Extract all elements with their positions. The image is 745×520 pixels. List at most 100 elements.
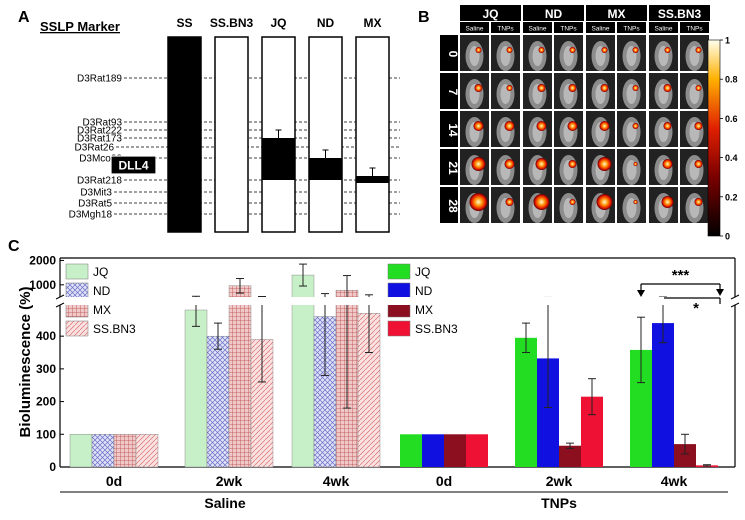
- b-signal-spot-nd-saline-day-0: [538, 47, 545, 53]
- strain-column-ss-bn3: [214, 36, 249, 233]
- b-signal-spot-ss-bn3-saline-day-0: [664, 47, 671, 53]
- strain-column-mx: [355, 36, 390, 233]
- b-subheader-mx-saline: Saline: [591, 26, 609, 33]
- b-subheader-jq-saline: Saline: [465, 26, 483, 33]
- c-bar-saline-2wk-nd: [206, 335, 230, 468]
- b-day-label-14: 14: [446, 123, 460, 137]
- marker-label-d3mco33: D3Mco33: [79, 154, 122, 165]
- c-legend-swatch-saline-nd: [65, 282, 89, 299]
- b-day-label-28: 28: [446, 199, 460, 213]
- c-bar-tnps-2wk-jq: [515, 337, 537, 467]
- c-break-mark-top-0: [55, 294, 65, 300]
- b-day-box-28: [440, 187, 458, 223]
- c-category-saline-4wk: 4wk: [323, 473, 350, 489]
- b-subheader-box-ss-bn3-tnps: [680, 22, 709, 33]
- c-bar-tnps-0d-jq: [400, 434, 422, 467]
- b-signal-spot-ss-bn3-saline-day-28: [661, 196, 674, 208]
- colorbar: [707, 39, 721, 237]
- b-subheader-nd-saline: Saline: [528, 26, 546, 33]
- c-legend-label-tnps-jq: JQ: [415, 265, 430, 279]
- colorbar-tick-label-1: 0.8: [725, 75, 738, 85]
- c-category-tnps-0d: 0d: [436, 473, 452, 489]
- b-signal-spot-mx-tnps-day-28: [633, 200, 638, 204]
- colorbar-tick-label-3: 0.4: [725, 153, 738, 163]
- b-signal-spot-mx-saline-day-14: [599, 121, 610, 131]
- b-signal-spot-nd-tnps-day-14: [567, 121, 578, 131]
- b-subheader-box-mx-saline: [586, 22, 615, 33]
- b-subheader-jq-tnps: TNPs: [497, 26, 514, 33]
- b-signal-spot-jq-tnps-day-14: [504, 121, 515, 131]
- c-legend-label-saline-ss-bn3: SS.BN3: [93, 322, 136, 336]
- c-bar-tnps-2wk-nd: [537, 358, 559, 467]
- b-day-label-7: 7: [446, 89, 460, 96]
- b-signal-spot-nd-tnps-day-7: [568, 84, 577, 92]
- c-y-axis-label: Bioluminescence (%): [17, 287, 34, 438]
- c-bar-saline-0d-ss-bn3: [135, 434, 159, 468]
- c-ytick-label-0: 0: [49, 460, 56, 474]
- b-header-box-ss-bn3: [649, 5, 710, 21]
- b-signal-spot-jq-tnps-day-21: [504, 159, 515, 169]
- panel-a: A SSLP Marker SS SS.BN3 JQ ND MX D3Rat189 D3R…: [18, 9, 400, 233]
- c-break-mark-bot-0: [55, 302, 65, 308]
- marker-label-d3rat189: D3Rat189: [77, 74, 122, 85]
- b-signal-spot-mx-tnps-day-0: [632, 47, 639, 53]
- b-signal-spot-mx-saline-day-7: [600, 84, 609, 92]
- b-signal-spot-nd-tnps-day-21: [568, 160, 577, 168]
- c-bar-tnps-4wk-nd: [652, 323, 674, 467]
- strain-label-ss-bn3: SS.BN3: [210, 16, 254, 30]
- c-sig-label-1: ***: [672, 267, 690, 284]
- b-signal-spot-nd-saline-day-28: [533, 194, 550, 210]
- strain-label-mx: MX: [364, 16, 382, 30]
- c-legend-swatch-saline-ss-bn3: [65, 320, 89, 337]
- bn-segment-nd: [309, 158, 342, 180]
- b-signal-spot-ss-bn3-tnps-day-28: [694, 198, 703, 206]
- c-bar-saline-0d-mx: [113, 434, 137, 468]
- c-bar-tnps-4wk-mx: [674, 444, 696, 467]
- b-day-label-0: 0: [446, 51, 460, 58]
- panel-c: C Bioluminescence (%) 0 100 200 300 400 1000 20…: [8, 238, 740, 511]
- c-sig-label-2: *: [693, 300, 699, 317]
- c-group-label-saline: Saline: [204, 495, 245, 511]
- c-break-mark-top-1: [730, 294, 740, 300]
- b-subheader-box-mx-tnps: [617, 22, 646, 33]
- c-legend-swatch-tnps-ss-bn3: [387, 320, 411, 337]
- b-header-nd: ND: [545, 7, 563, 21]
- marker-label-d3rat222: D3Rat222: [77, 126, 122, 137]
- c-legend-swatch-saline-jq: [65, 263, 89, 280]
- b-subheader-box-nd-saline: [523, 22, 552, 33]
- b-header-jq: JQ: [482, 7, 498, 21]
- b-subheader-ss-bn3-saline: Saline: [654, 26, 672, 33]
- c-bar-tnps-0d-mx: [444, 434, 466, 467]
- c-sig-arrow-1-left: [637, 290, 645, 297]
- marker-label-d3mgh18: D3Mgh18: [69, 210, 113, 221]
- b-subheader-box-ss-bn3-saline: [649, 22, 678, 33]
- sslp-marker-header: SSLP Marker: [40, 19, 120, 34]
- b-signal-spot-mx-tnps-day-14: [632, 123, 639, 129]
- b-day-box-7: [440, 73, 458, 109]
- colorbar-tick-label-5: 0: [725, 232, 730, 242]
- strain-label-ss: SS: [176, 16, 192, 30]
- b-signal-spot-mx-saline-day-0: [601, 47, 608, 53]
- b-signal-spot-ss-bn3-saline-day-21: [662, 159, 673, 169]
- b-signal-spot-ss-bn3-tnps-day-0: [695, 47, 702, 53]
- b-day-box-21: [440, 149, 458, 185]
- b-subheader-box-nd-tnps: [554, 22, 583, 33]
- c-category-saline-2wk: 2wk: [216, 473, 243, 489]
- b-subheader-box-jq-tnps: [491, 22, 520, 33]
- b-header-ss-bn3: SS.BN3: [658, 7, 702, 21]
- c-group-label-tnps: TNPs: [541, 495, 577, 511]
- b-signal-spot-ss-bn3-tnps-day-7: [695, 85, 702, 91]
- dll4-box: [110, 155, 157, 175]
- b-signal-spot-jq-tnps-day-28: [505, 198, 514, 206]
- b-signal-spot-nd-tnps-day-0: [569, 47, 576, 53]
- panel-b-letter: B: [418, 9, 430, 26]
- b-day-box-14: [440, 111, 458, 147]
- panel-c-letter: C: [8, 238, 20, 255]
- colorbar-tick-label-2: 0.6: [725, 114, 738, 124]
- c-bar-saline-2wk-mx: [228, 285, 252, 468]
- b-signal-spot-ss-bn3-saline-day-7: [663, 84, 672, 92]
- b-signal-spot-jq-saline-day-7: [474, 84, 483, 92]
- c-ytick-label-200: 200: [36, 395, 56, 409]
- marker-label-d3rat173: D3Rat173: [77, 134, 122, 145]
